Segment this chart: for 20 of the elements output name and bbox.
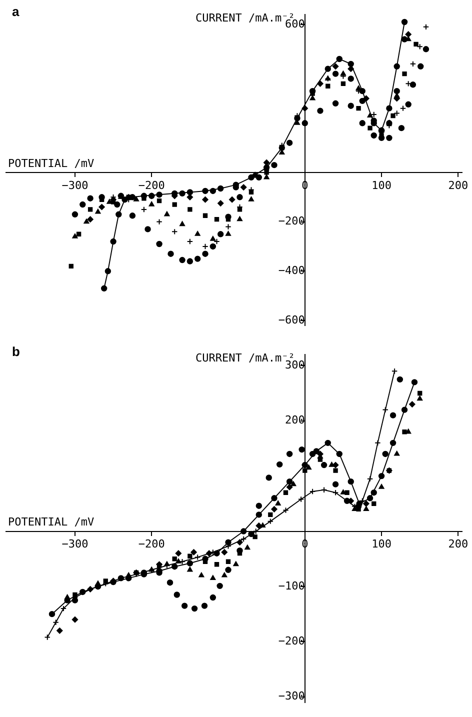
x-tick-label: −200	[138, 178, 165, 192]
x-axis-title: POTENTIAL /mV	[8, 516, 94, 529]
y-tick-label: −600	[278, 313, 305, 326]
y-tick-label: −300	[278, 690, 305, 703]
y-tick-label: 200	[285, 414, 305, 427]
x-tick-label: 200	[448, 538, 468, 551]
chart-title: b	[12, 344, 20, 360]
y-tick-label: −400	[278, 264, 305, 277]
y-tick-label: −200	[278, 214, 305, 228]
y-tick-label: −100	[278, 579, 305, 592]
x-tick-label: −300	[62, 538, 88, 551]
x-tick-label: 100	[372, 538, 392, 551]
y-tick-label: 300	[285, 358, 305, 372]
x-tick-label: 100	[372, 178, 392, 192]
x-tick-label: −300	[62, 178, 88, 192]
chart-title: a	[12, 4, 20, 20]
x-tick-label: 200	[448, 178, 468, 192]
x-axis-title: POTENTIAL /mV	[8, 156, 94, 170]
y-tick-label: −200	[278, 634, 305, 648]
x-tick-label: −200	[138, 538, 165, 551]
